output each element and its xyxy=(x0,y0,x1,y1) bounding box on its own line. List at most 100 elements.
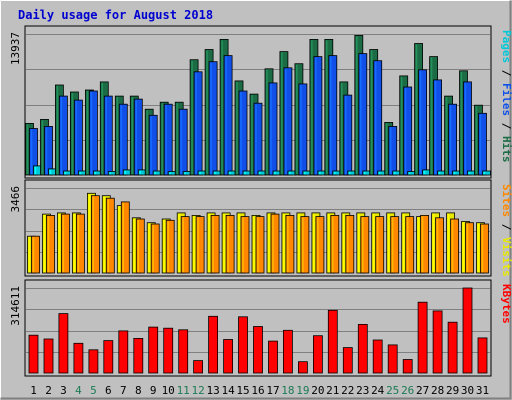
bar-highlight xyxy=(259,172,261,174)
bar-sites-day-5 xyxy=(91,195,100,274)
bar-highlight xyxy=(393,172,396,174)
bar-highlight xyxy=(389,345,391,372)
bar-highlight xyxy=(105,341,107,372)
bar-highlight xyxy=(347,216,349,272)
bar-highlight xyxy=(165,105,167,174)
bar-highlight xyxy=(45,127,48,174)
x-tick-label: 28 xyxy=(431,384,444,397)
panel-legend: KBytes xyxy=(500,284,512,324)
bar-highlight xyxy=(445,97,448,174)
bar-highlight xyxy=(447,213,450,272)
bar-highlight xyxy=(449,323,451,372)
bar-highlight xyxy=(60,97,63,174)
bar-highlight xyxy=(109,172,111,174)
bar-highlight xyxy=(284,331,287,372)
bar-highlight xyxy=(194,361,197,372)
x-tick-label: 15 xyxy=(236,384,249,397)
bar-sites-day-2 xyxy=(46,214,55,274)
bar-highlight xyxy=(479,338,481,372)
panel-3: 314611 KBytes xyxy=(9,279,512,377)
x-tick-label: 23 xyxy=(356,384,369,397)
bar-highlight xyxy=(71,93,74,174)
bar-highlight xyxy=(466,223,469,272)
bar-highlight xyxy=(49,169,52,174)
bar-highlight xyxy=(137,220,139,272)
x-tick-label: 11 xyxy=(177,384,190,397)
bar-highlight xyxy=(289,172,291,174)
bar-highlight xyxy=(406,217,409,272)
bar-highlight xyxy=(214,172,216,174)
x-tick-label: 22 xyxy=(341,384,354,397)
bar-sites-day-8 xyxy=(135,218,145,274)
bar-highlight xyxy=(343,213,345,272)
bar-highlight xyxy=(287,216,289,272)
bar-highlight xyxy=(251,95,253,174)
bar-highlight xyxy=(270,83,272,174)
bar-sites-day-23 xyxy=(360,216,370,274)
bar-highlight xyxy=(415,44,418,174)
bar-highlight xyxy=(266,69,268,174)
bar-kbytes-day-29 xyxy=(447,321,458,374)
bar-highlight xyxy=(148,223,150,272)
bar-kbytes-day-15 xyxy=(238,316,248,374)
bar-highlight xyxy=(479,114,482,174)
bar-highlight xyxy=(299,362,302,372)
bar-highlight xyxy=(244,172,246,174)
panel-2: 3466 Sites / Visits xyxy=(9,179,512,277)
legend-entry: Files xyxy=(500,83,512,116)
x-tick-label: 25 xyxy=(386,384,399,397)
bar-sites-day-22 xyxy=(345,214,355,274)
bar-highlight xyxy=(268,213,270,272)
x-tick-label: 4 xyxy=(75,384,82,397)
bar-highlight xyxy=(285,68,287,174)
legend-entry: Sites xyxy=(500,184,512,217)
legend-entry: Hits xyxy=(500,136,512,163)
x-tick-label: 18 xyxy=(281,384,294,397)
bar-highlight xyxy=(385,123,388,174)
bar-highlight xyxy=(179,330,182,372)
bar-highlight xyxy=(408,172,411,174)
bar-highlight xyxy=(90,92,93,174)
bar-highlight xyxy=(475,106,478,174)
x-tick-label: 19 xyxy=(296,384,309,397)
bar-highlight xyxy=(101,82,103,174)
bar-highlight xyxy=(206,50,208,174)
bar-kbytes-day-16 xyxy=(253,326,263,374)
x-tick-label: 9 xyxy=(150,384,157,397)
bar-highlight xyxy=(94,172,97,174)
bar-highlight xyxy=(107,199,109,272)
bar-highlight xyxy=(149,328,152,372)
bar-highlight xyxy=(326,40,328,175)
bar-highlight xyxy=(438,172,441,174)
bar-sites-day-6 xyxy=(105,197,115,274)
bar-highlight xyxy=(221,40,223,175)
bar-highlight xyxy=(400,76,403,174)
bar-highlight xyxy=(315,57,317,174)
bar-highlight xyxy=(421,216,424,272)
panel-bars xyxy=(25,35,491,176)
bar-highlight xyxy=(75,101,78,174)
bar-highlight xyxy=(329,311,331,372)
bar-sites-day-12 xyxy=(195,216,205,274)
bar-highlight xyxy=(430,57,433,174)
bar-kbytes-day-28 xyxy=(432,310,443,374)
bar-highlight xyxy=(344,348,346,372)
bar-highlight xyxy=(358,213,360,272)
x-tick-label: 16 xyxy=(251,384,264,397)
bar-highlight xyxy=(191,60,193,175)
bar-sites-day-4 xyxy=(76,213,85,274)
bar-highlight xyxy=(90,350,92,372)
legend-entry: Pages xyxy=(500,30,512,63)
bar-sites-day-3 xyxy=(61,213,70,274)
bar-highlight xyxy=(236,81,238,174)
x-tick-label: 6 xyxy=(105,384,112,397)
bar-highlight xyxy=(317,217,319,272)
bar-highlight xyxy=(436,218,439,272)
bar-highlight xyxy=(122,202,124,272)
bar-kbytes-day-9 xyxy=(148,326,159,374)
bar-sites-day-15 xyxy=(240,216,250,274)
bar-highlight xyxy=(419,303,421,372)
x-tick-label: 13 xyxy=(206,384,219,397)
bar-kbytes-day-23 xyxy=(357,323,368,374)
bar-highlight xyxy=(328,213,330,272)
